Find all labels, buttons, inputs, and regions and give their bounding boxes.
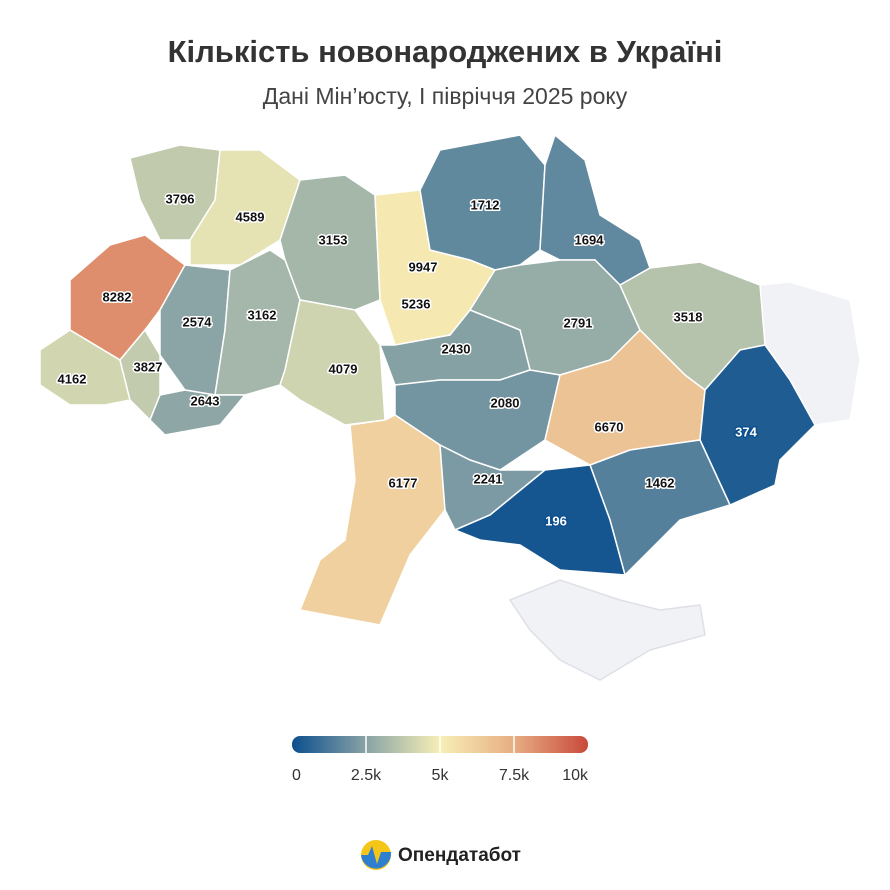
occupied-region bbox=[508, 579, 706, 681]
region bbox=[149, 389, 247, 436]
value-label: 2574 bbox=[183, 314, 213, 329]
value-label: 3827 bbox=[134, 359, 163, 374]
value-label: 196 bbox=[545, 513, 567, 528]
colorbar-tick-label: 7.5k bbox=[499, 767, 530, 784]
labels: 3796 4589 3153 9947 5236 1712 1694 8282 2574 3162… bbox=[56, 190, 759, 530]
colorbar-tick-label: 2.5k bbox=[351, 767, 382, 784]
brand-logo-part bbox=[361, 846, 392, 869]
region bbox=[279, 299, 386, 426]
value-label: 2080 bbox=[491, 395, 520, 410]
colorbar-ticks: 0 2.5k 5k 7.5k 10k bbox=[292, 736, 589, 784]
value-label: 3153 bbox=[319, 232, 348, 247]
value-label: 6177 bbox=[389, 475, 418, 490]
colorbar-tick-label: 5k bbox=[432, 767, 450, 784]
value-label: 4162 bbox=[58, 371, 87, 386]
value-label: 3796 bbox=[166, 191, 195, 206]
colorbar-tick-label: 0 bbox=[292, 767, 301, 784]
value-label: 8282 bbox=[103, 289, 132, 304]
value-label: 3518 bbox=[674, 309, 703, 324]
value-label: 4079 bbox=[329, 361, 358, 376]
value-label: 2241 bbox=[474, 471, 503, 486]
region bbox=[453, 464, 627, 576]
regions bbox=[39, 133, 816, 626]
value-label: 1694 bbox=[575, 232, 605, 247]
colorbar-tick-label: 10k bbox=[562, 767, 589, 784]
brand: Опендатабот bbox=[398, 845, 521, 866]
value-label: 5236 bbox=[402, 296, 431, 311]
value-label: 6670 bbox=[595, 419, 624, 434]
chart-subtitle: Дані Мін’юсту, І півріччя 2025 року bbox=[263, 83, 628, 109]
value-label: 2791 bbox=[564, 315, 593, 330]
region bbox=[298, 414, 446, 626]
value-label: 1462 bbox=[646, 475, 675, 490]
value-label: 9947 bbox=[409, 259, 438, 274]
value-label: 3162 bbox=[248, 307, 277, 322]
value-label: 2643 bbox=[191, 393, 220, 408]
value-label: 4589 bbox=[236, 209, 265, 224]
value-label: 1712 bbox=[471, 197, 500, 212]
value-label: 2430 bbox=[442, 341, 471, 356]
chart-title: Кількість новонароджених в Україні bbox=[168, 34, 723, 69]
value-label: 374 bbox=[735, 424, 757, 439]
